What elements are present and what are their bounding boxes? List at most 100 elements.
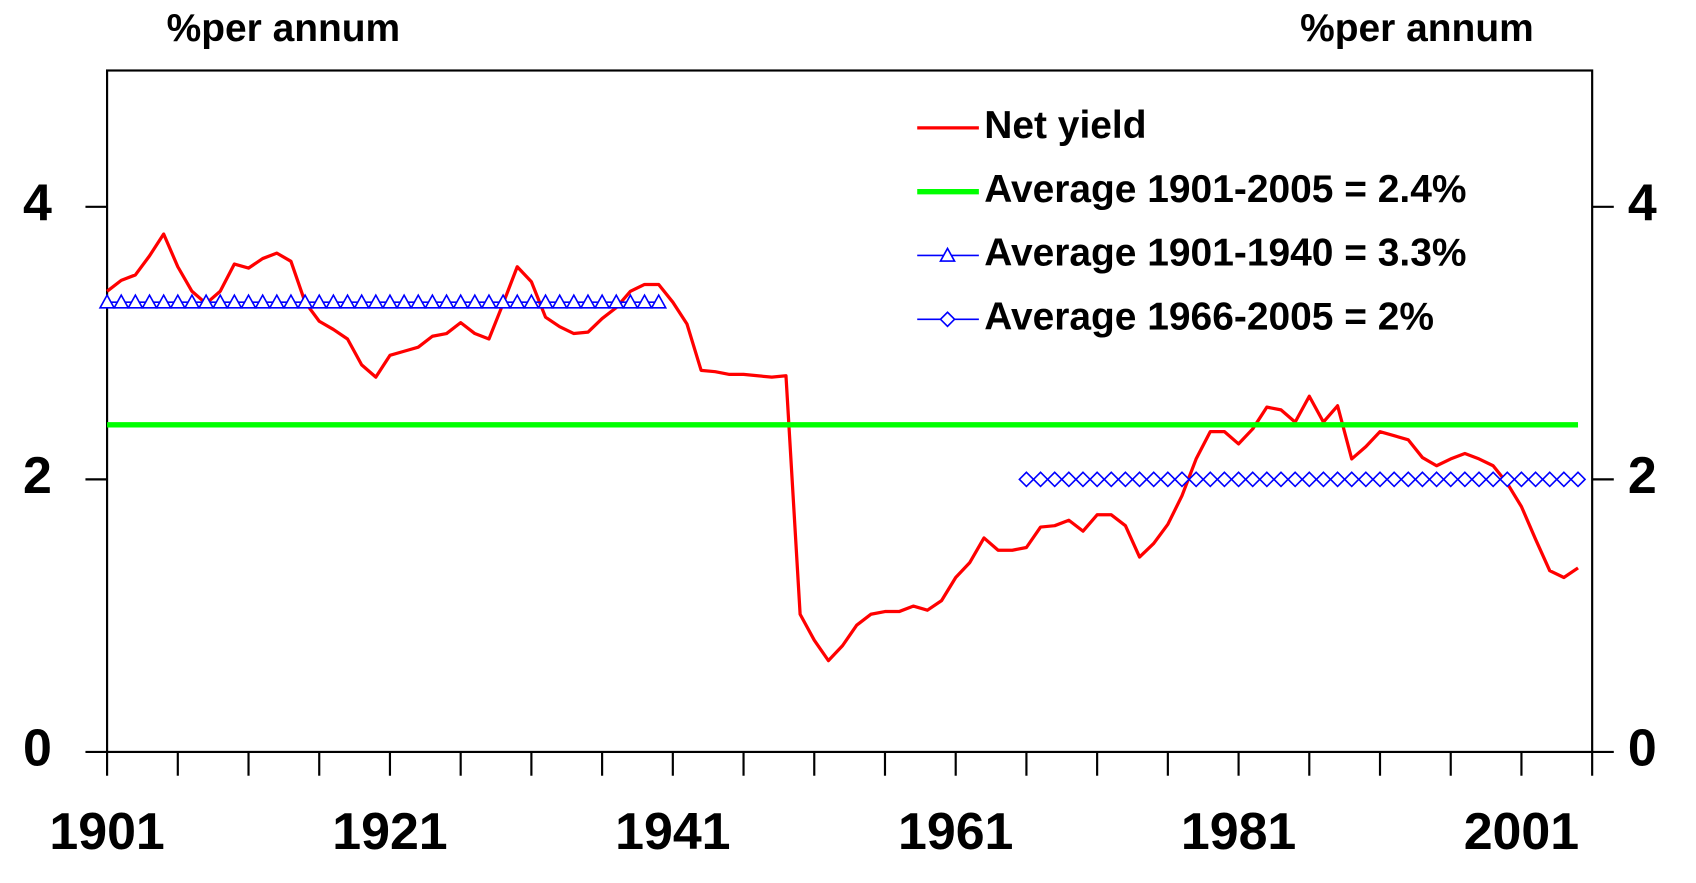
legend-label: Average 1966-2005 = 2% (984, 296, 1434, 339)
marker (1060, 471, 1078, 488)
marker (1569, 471, 1587, 488)
marker (296, 293, 314, 309)
marker (1117, 471, 1134, 488)
x-tick-label: 1941 (615, 803, 730, 861)
marker (339, 293, 356, 309)
marker (126, 293, 144, 309)
marker (1187, 471, 1205, 488)
marker (1159, 471, 1177, 488)
y-tick-label: 0 (23, 720, 52, 778)
marker (1442, 471, 1459, 488)
legend-label: Net yield (984, 104, 1146, 147)
x-tick-label: 1981 (1181, 803, 1296, 861)
marker (1032, 471, 1049, 488)
marker (155, 293, 173, 309)
marker (324, 293, 342, 309)
marker (636, 293, 653, 309)
x-tick-label: 2001 (1464, 803, 1579, 861)
marker (1555, 471, 1573, 488)
marker (494, 293, 512, 309)
marker (1329, 471, 1346, 488)
marker (1414, 471, 1431, 488)
marker (593, 293, 611, 309)
y2-tick-label: 2 (1628, 447, 1657, 505)
y2-tick-label: 0 (1628, 720, 1657, 778)
marker (395, 293, 413, 309)
marker (1315, 471, 1332, 488)
x-tick-label: 1901 (49, 803, 164, 861)
marker (1074, 471, 1092, 488)
marker (381, 293, 399, 309)
marker (1400, 471, 1417, 488)
marker (1301, 471, 1318, 488)
marker (169, 293, 187, 309)
marker (565, 293, 583, 309)
marker (1272, 471, 1290, 488)
marker (650, 293, 668, 309)
y-tick-label: 4 (23, 175, 52, 233)
marker (1541, 471, 1558, 488)
marker (282, 293, 300, 309)
marker (141, 293, 158, 309)
legend-label: Average 1901-2005 = 2.4% (984, 168, 1466, 211)
marker (310, 293, 328, 309)
x-tick-label: 1961 (898, 803, 1013, 861)
marker (1357, 471, 1375, 488)
y2-tick-label: 4 (1628, 175, 1657, 233)
marker (183, 293, 201, 309)
marker (1216, 471, 1233, 488)
marker (1513, 471, 1530, 488)
marker (98, 293, 116, 309)
marker (1202, 471, 1219, 488)
marker (1244, 471, 1261, 488)
marker (112, 293, 130, 309)
marker (480, 293, 498, 309)
marker (1258, 471, 1276, 488)
y-axis-label: %per annum (167, 7, 401, 50)
marker (1470, 471, 1488, 488)
y2-axis-label: %per annum (1300, 7, 1534, 50)
marker (1484, 471, 1502, 488)
marker (225, 293, 243, 309)
marker (240, 293, 257, 309)
marker (268, 293, 286, 309)
marker (1527, 471, 1544, 488)
legend-marker (939, 311, 956, 328)
x-tick-label: 1921 (332, 803, 447, 861)
marker (551, 293, 569, 309)
marker (211, 293, 229, 309)
legend-marker (939, 246, 956, 262)
marker (466, 293, 484, 309)
marker (1343, 471, 1360, 488)
marker (409, 293, 427, 309)
marker (522, 293, 540, 309)
marker (197, 293, 215, 309)
marker (1173, 471, 1191, 488)
marker (353, 293, 371, 309)
marker (1286, 471, 1304, 488)
marker (579, 293, 597, 309)
marker (1230, 471, 1247, 488)
marker (1371, 471, 1389, 488)
marker (367, 293, 385, 309)
plot-frame (106, 69, 1594, 754)
marker (1385, 471, 1403, 488)
series-line (106, 232, 1579, 663)
marker (621, 293, 639, 309)
marker (1046, 471, 1063, 488)
marker (1145, 471, 1162, 488)
marker (1428, 471, 1445, 488)
marker (438, 293, 455, 309)
marker (254, 293, 272, 309)
marker (1018, 471, 1035, 488)
marker (1131, 471, 1148, 488)
y-tick-label: 2 (23, 447, 52, 505)
marker (1088, 471, 1106, 488)
marker (537, 293, 554, 309)
marker (423, 293, 441, 309)
marker (1456, 471, 1474, 488)
legend-label: Average 1901-1940 = 3.3% (984, 232, 1466, 275)
marker (1103, 471, 1120, 488)
marker (452, 293, 470, 309)
